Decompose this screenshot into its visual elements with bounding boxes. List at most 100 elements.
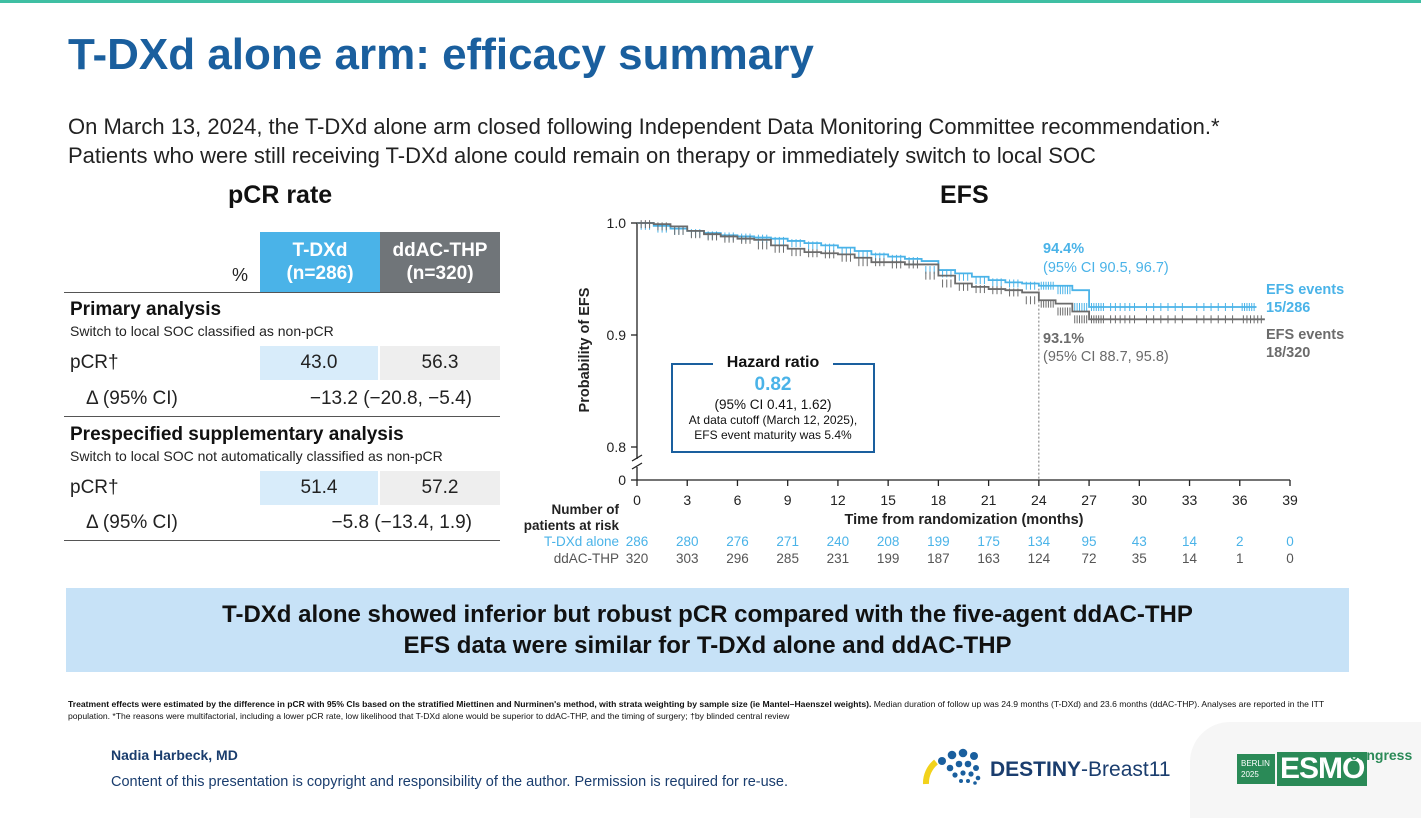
risk-row-value: 175 <box>977 534 1000 549</box>
risk-table-header-2: patients at risk <box>524 518 620 533</box>
esmo-brand: ESMO <box>1277 752 1368 786</box>
supp-pcr-ddac: 57.2 <box>380 471 500 505</box>
y-tick-label: 0.9 <box>607 327 627 343</box>
esmo-tag: congress <box>1350 747 1413 763</box>
primary-delta-value: −13.2 (−20.8, −5.4) <box>309 388 472 409</box>
x-tick-label: 27 <box>1081 492 1097 508</box>
footnote-rest: Median duration of follow up was 24.9 mo… <box>68 699 1325 721</box>
esmo-year: 2025 <box>1241 770 1259 779</box>
header-ddac: ddAC-THP (n=320) <box>380 232 500 292</box>
hazard-ratio-value: 0.82 <box>754 374 792 395</box>
risk-row-value: 280 <box>676 534 699 549</box>
y-tick-label: 0 <box>618 472 626 488</box>
esmo-logo: BERLIN 2025 ESMO congress <box>1237 747 1412 786</box>
author-name: Nadia Harbeck, MD <box>111 747 238 763</box>
ddac-24m-ci: (95% CI 88.7, 95.8) <box>1043 349 1169 365</box>
ddac-24m-estimate: 93.1% <box>1043 331 1084 347</box>
chart-curves <box>637 220 1265 324</box>
supp-sub: Switch to local SOC not automatically cl… <box>70 448 443 464</box>
hazard-ratio-ci: (95% CI 0.41, 1.62) <box>714 397 832 412</box>
y-tick-label: 0.8 <box>607 439 627 455</box>
ddac-events-value: 18/320 <box>1266 345 1310 361</box>
tdxd-events-value: 15/286 <box>1266 300 1310 316</box>
risk-row-value: 187 <box>927 551 950 566</box>
x-tick-label: 3 <box>683 492 691 508</box>
esmo-city-year: BERLIN 2025 <box>1237 754 1275 784</box>
km-curve-tdxd <box>637 222 1257 308</box>
risk-row-value: 2 <box>1236 534 1244 549</box>
primary-delta-label: Δ (95% CI) <box>86 388 178 409</box>
footnote: Treatment effects were estimated by the … <box>68 698 1348 722</box>
page-title: T-DXd alone arm: efficacy summary <box>68 30 814 79</box>
x-axis-label: Time from randomization (months) <box>845 512 1084 528</box>
risk-row-value: 231 <box>827 551 850 566</box>
top-accent-line <box>0 0 1421 3</box>
x-tick-label: 6 <box>734 492 742 508</box>
censor-marks-ddac <box>640 220 1262 324</box>
risk-row-value: 296 <box>726 551 749 566</box>
intro-text: On March 13, 2024, the T-DXd alone arm c… <box>68 112 1220 170</box>
risk-row-value: 285 <box>776 551 799 566</box>
risk-row-value: 14 <box>1182 534 1198 549</box>
x-tick-label: 24 <box>1031 492 1047 508</box>
hazard-ratio-title: Hazard ratio <box>713 354 833 372</box>
risk-row-value: 0 <box>1286 551 1294 566</box>
tdxd-events-label: EFS events <box>1266 282 1344 298</box>
banner-line-2: EFS data were similar for T-DXd alone an… <box>403 632 1012 659</box>
pct-label: % <box>231 265 248 285</box>
risk-row-value: 35 <box>1132 551 1147 566</box>
table-divider <box>64 292 500 293</box>
hazard-ratio-note-1: At data cutoff (March 12, 2025), <box>688 413 858 427</box>
footnote-bold: Treatment effects were estimated by the … <box>68 699 872 709</box>
x-tick-label: 18 <box>931 492 947 508</box>
primary-pcr-tdxd: 43.0 <box>260 346 378 380</box>
risk-row-value: 1 <box>1236 551 1244 566</box>
y-tick-label: 1.0 <box>607 215 627 231</box>
pcr-title: pCR rate <box>228 181 333 209</box>
chart-axes: 0.80.91.000 3 6 9 12 15 18 21 24 27 30 33 36 39 <box>607 215 1298 508</box>
x-tick-label: 0 <box>633 492 641 508</box>
header-ddac-name: ddAC-THP <box>392 240 488 261</box>
risk-row-value: 72 <box>1082 551 1097 566</box>
esmo-city: BERLIN <box>1241 759 1270 768</box>
risk-row-value: 240 <box>827 534 850 549</box>
primary-heading: Primary analysis <box>70 299 222 320</box>
x-tick-label: 21 <box>981 492 997 508</box>
header-ddac-n: (n=320) <box>406 263 474 284</box>
risk-row-value: 95 <box>1082 534 1097 549</box>
destiny-logo-icon <box>923 748 981 785</box>
risk-row-value: 199 <box>927 534 950 549</box>
x-tick-label: 9 <box>784 492 792 508</box>
risk-row-label: ddAC-THP <box>554 551 619 566</box>
risk-row-label: T-DXd alone <box>544 534 619 549</box>
supp-delta-value: −5.8 (−13.4, 1.9) <box>331 512 473 533</box>
y-axis-label: Probability of EFS <box>577 287 593 412</box>
table-divider <box>64 416 500 417</box>
conclusion-banner: T-DXd alone showed inferior but robust p… <box>66 588 1349 672</box>
x-tick-label: 12 <box>830 492 846 508</box>
copyright-notice: Content of this presentation is copyrigh… <box>111 774 789 790</box>
risk-row-value: 124 <box>1028 551 1051 566</box>
ddac-events-label: EFS events <box>1266 327 1344 343</box>
hazard-ratio-box: Hazard ratio 0.82 (95% CI 0.41, 1.62) At… <box>671 354 875 453</box>
header-tdxd-n: (n=286) <box>286 263 354 284</box>
x-tick-label: 39 <box>1282 492 1298 508</box>
risk-row-value: 0 <box>1286 534 1294 549</box>
destiny-logo-text: DESTINY-Breast11 <box>990 758 1171 782</box>
tdxd-24m-estimate: 94.4% <box>1043 241 1084 257</box>
table-divider <box>64 540 500 541</box>
primary-sub: Switch to local SOC classified as non-pC… <box>70 323 334 339</box>
risk-row-value: 208 <box>877 534 900 549</box>
header-tdxd: T-DXd (n=286) <box>260 232 380 292</box>
destiny-word-2: -Breast11 <box>1081 758 1171 781</box>
intro-line-1: On March 13, 2024, the T-DXd alone arm c… <box>68 114 1220 139</box>
risk-row-value: 271 <box>776 534 799 549</box>
supp-heading: Prespecified supplementary analysis <box>70 424 404 445</box>
risk-table-header-1: Number of <box>552 502 620 517</box>
tdxd-24m-ci: (95% CI 90.5, 96.7) <box>1043 260 1169 276</box>
axis-break-mark <box>631 454 643 462</box>
risk-row-value: 303 <box>676 551 699 566</box>
risk-row-value: 134 <box>1028 534 1051 549</box>
destiny-word-1: DESTINY <box>990 758 1082 781</box>
primary-pcr-ddac: 56.3 <box>380 346 500 380</box>
